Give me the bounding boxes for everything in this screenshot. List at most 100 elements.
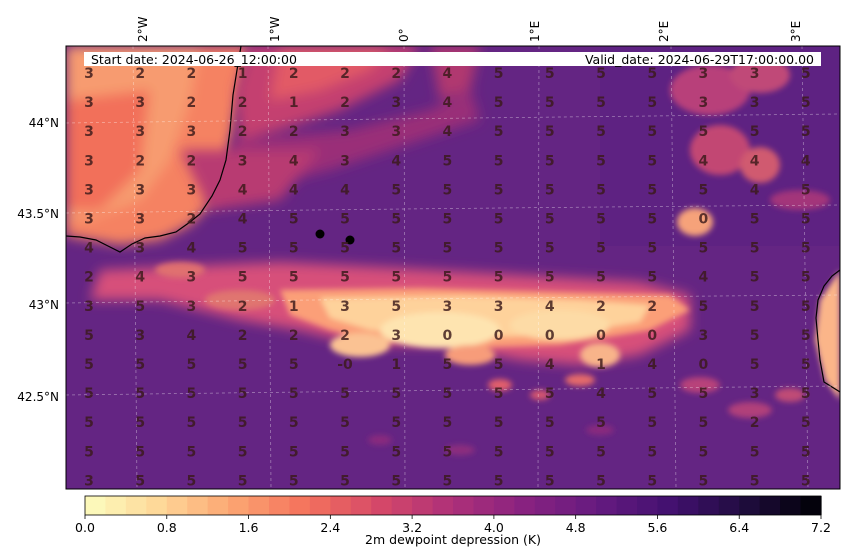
- grid-value: 3: [750, 66, 760, 82]
- grid-value: 5: [647, 212, 657, 228]
- grid-value: 2: [238, 328, 248, 344]
- colorbar-cell: [412, 496, 434, 515]
- grid-value: 5: [801, 124, 811, 140]
- grid-value: 5: [545, 241, 555, 257]
- grid-value: 5: [699, 386, 709, 402]
- grid-value: 5: [750, 212, 760, 228]
- colorbar-cell: [166, 496, 188, 515]
- grid-value: 3: [340, 153, 350, 169]
- grid-value: 5: [647, 182, 657, 198]
- grid-value: 5: [135, 415, 145, 431]
- grid-value: 4: [340, 182, 350, 198]
- colorbar-tick-label: 0.8: [157, 520, 177, 535]
- grid-value: 5: [699, 444, 709, 460]
- lon-label: 1°W: [268, 16, 282, 42]
- grid-value: 3: [238, 153, 248, 169]
- grid-value: 5: [187, 444, 197, 460]
- grid-values-overlay: 3 2 2 1 2 2 2 4 5 5 5 5 3 3 5 3 3 2 2 1 2 3 4 5 5 5 5 3 3 5 3 3 3 2 2 3 3 4 5 5…: [84, 66, 811, 489]
- grid-value: 5: [494, 386, 504, 402]
- colorbar-tick-label: 4.8: [566, 520, 586, 535]
- grid-value: 4: [238, 212, 248, 228]
- grid-value: 5: [596, 182, 606, 198]
- grid-value: 2: [187, 66, 197, 82]
- colorbar: 0.0 0.8 1.6 2.4 3.2 4.0 4.8 5.6 6.4 7.2 2m dewpoi…: [75, 495, 831, 547]
- grid-value: 4: [750, 153, 760, 169]
- grid-value: 2: [340, 95, 350, 111]
- grid-value: 5: [801, 415, 811, 431]
- grid-value: 5: [596, 153, 606, 169]
- grid-value: 5: [238, 473, 248, 489]
- grid-value: 2: [238, 299, 248, 315]
- grid-value: 2: [596, 299, 606, 315]
- grid-value: 5: [135, 299, 145, 315]
- grid-value: 5: [750, 357, 760, 373]
- grid-value: 3: [699, 66, 709, 82]
- grid-value: 1: [238, 66, 248, 82]
- grid-value: 5: [494, 415, 504, 431]
- grid-value: 5: [596, 473, 606, 489]
- colorbar-cell: [248, 496, 270, 515]
- grid-value: 4: [647, 357, 657, 373]
- east-coastline: [815, 269, 840, 393]
- grid-value: 2: [340, 66, 350, 82]
- grid-value: 5: [84, 415, 94, 431]
- grid-value: 5: [750, 328, 760, 344]
- lon-label: 3°E: [789, 21, 803, 42]
- grid-value: 4: [596, 386, 606, 402]
- grid-value: 3: [84, 153, 94, 169]
- grid-value: 0: [647, 328, 657, 344]
- colorbar-cell: [596, 496, 618, 515]
- grid-value: 5: [801, 212, 811, 228]
- grid-value: 3: [750, 95, 760, 111]
- grid-value: 3: [135, 124, 145, 140]
- station-marker: [315, 229, 325, 239]
- colorbar-cell: [187, 496, 209, 515]
- grid-value: 3: [699, 95, 709, 111]
- grid-value: 5: [289, 357, 299, 373]
- map-panel: 3 2 2 1 2 2 2 4 5 5 5 5 3 3 5 3 3 2 2 1 2 3 4 5 5 5 5 3 3 5 3 3 3 2 2 3 3 4 5 5…: [66, 46, 840, 489]
- colorbar-cell: [698, 496, 720, 515]
- grid-value: 2: [289, 328, 299, 344]
- grid-value: 3: [135, 212, 145, 228]
- colorbar-tick-label: 2.4: [320, 520, 340, 535]
- grid-value: 3: [750, 386, 760, 402]
- grid-value: 5: [545, 66, 555, 82]
- grid-value: 5: [699, 182, 709, 198]
- grid-value: 4: [391, 153, 401, 169]
- grid-value: 5: [443, 241, 453, 257]
- colorbar-cell: [677, 496, 699, 515]
- grid-value: 5: [494, 473, 504, 489]
- colorbar-cells: [85, 496, 822, 515]
- grid-value: 5: [494, 124, 504, 140]
- grid-value: 3: [84, 66, 94, 82]
- grid-value: 2: [750, 415, 760, 431]
- colorbar-cell: [759, 496, 781, 515]
- grid-value: 5: [289, 415, 299, 431]
- grid-value: 5: [596, 66, 606, 82]
- grid-value: 5: [340, 415, 350, 431]
- grid-value: 5: [750, 124, 760, 140]
- grid-value: 5: [545, 473, 555, 489]
- colorbar-cell: [718, 496, 740, 515]
- grid-value: 5: [238, 386, 248, 402]
- colorbar-cell: [371, 496, 393, 515]
- colorbar-cell: [616, 496, 638, 515]
- grid-value: 0: [699, 212, 709, 228]
- grid-value: 2: [187, 212, 197, 228]
- grid-value: 5: [84, 328, 94, 344]
- grid-value: 5: [443, 153, 453, 169]
- colorbar-cell: [269, 496, 291, 515]
- grid-value: 5: [391, 212, 401, 228]
- grid-value: 5: [443, 182, 453, 198]
- colorbar-cell: [289, 496, 311, 515]
- header-box: [84, 52, 821, 66]
- lat-label: 43.5°N: [17, 207, 59, 221]
- grid-value: 0: [443, 328, 453, 344]
- grid-value: 5: [750, 270, 760, 286]
- grid-value: 5: [647, 473, 657, 489]
- grid-value: 5: [340, 270, 350, 286]
- grid-value: 4: [545, 357, 555, 373]
- colorbar-cell: [800, 496, 822, 515]
- grid-value: 3: [135, 95, 145, 111]
- grid-value: 4: [443, 95, 453, 111]
